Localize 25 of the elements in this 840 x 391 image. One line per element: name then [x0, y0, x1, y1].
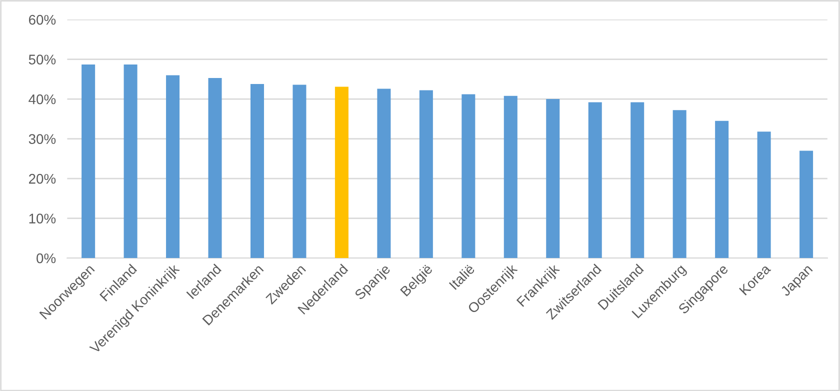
- bar: [800, 150, 814, 258]
- y-tick-label: 0%: [36, 253, 56, 264]
- bar: [715, 120, 729, 258]
- y-tick-label: 40%: [28, 94, 56, 104]
- y-tick-label: 10%: [29, 214, 56, 224]
- y-tick-label: 60%: [28, 14, 56, 25]
- bar: [630, 102, 644, 258]
- y-tick-label: 20%: [28, 174, 56, 184]
- y-tick-label: 30%: [28, 134, 56, 144]
- bar: [672, 110, 686, 258]
- bar: [250, 84, 264, 258]
- bar: [292, 84, 306, 258]
- bar: [588, 102, 602, 258]
- bar: [462, 94, 476, 258]
- bar: [419, 90, 433, 258]
- bar: [377, 88, 391, 258]
- bar: [334, 86, 348, 258]
- bar: [166, 75, 180, 258]
- y-tick-label: 50%: [28, 54, 56, 64]
- bar: [82, 64, 96, 258]
- bar: [124, 64, 138, 258]
- bar: [757, 132, 771, 258]
- bar: [208, 78, 222, 258]
- bar: [546, 99, 560, 258]
- bar: [504, 96, 518, 258]
